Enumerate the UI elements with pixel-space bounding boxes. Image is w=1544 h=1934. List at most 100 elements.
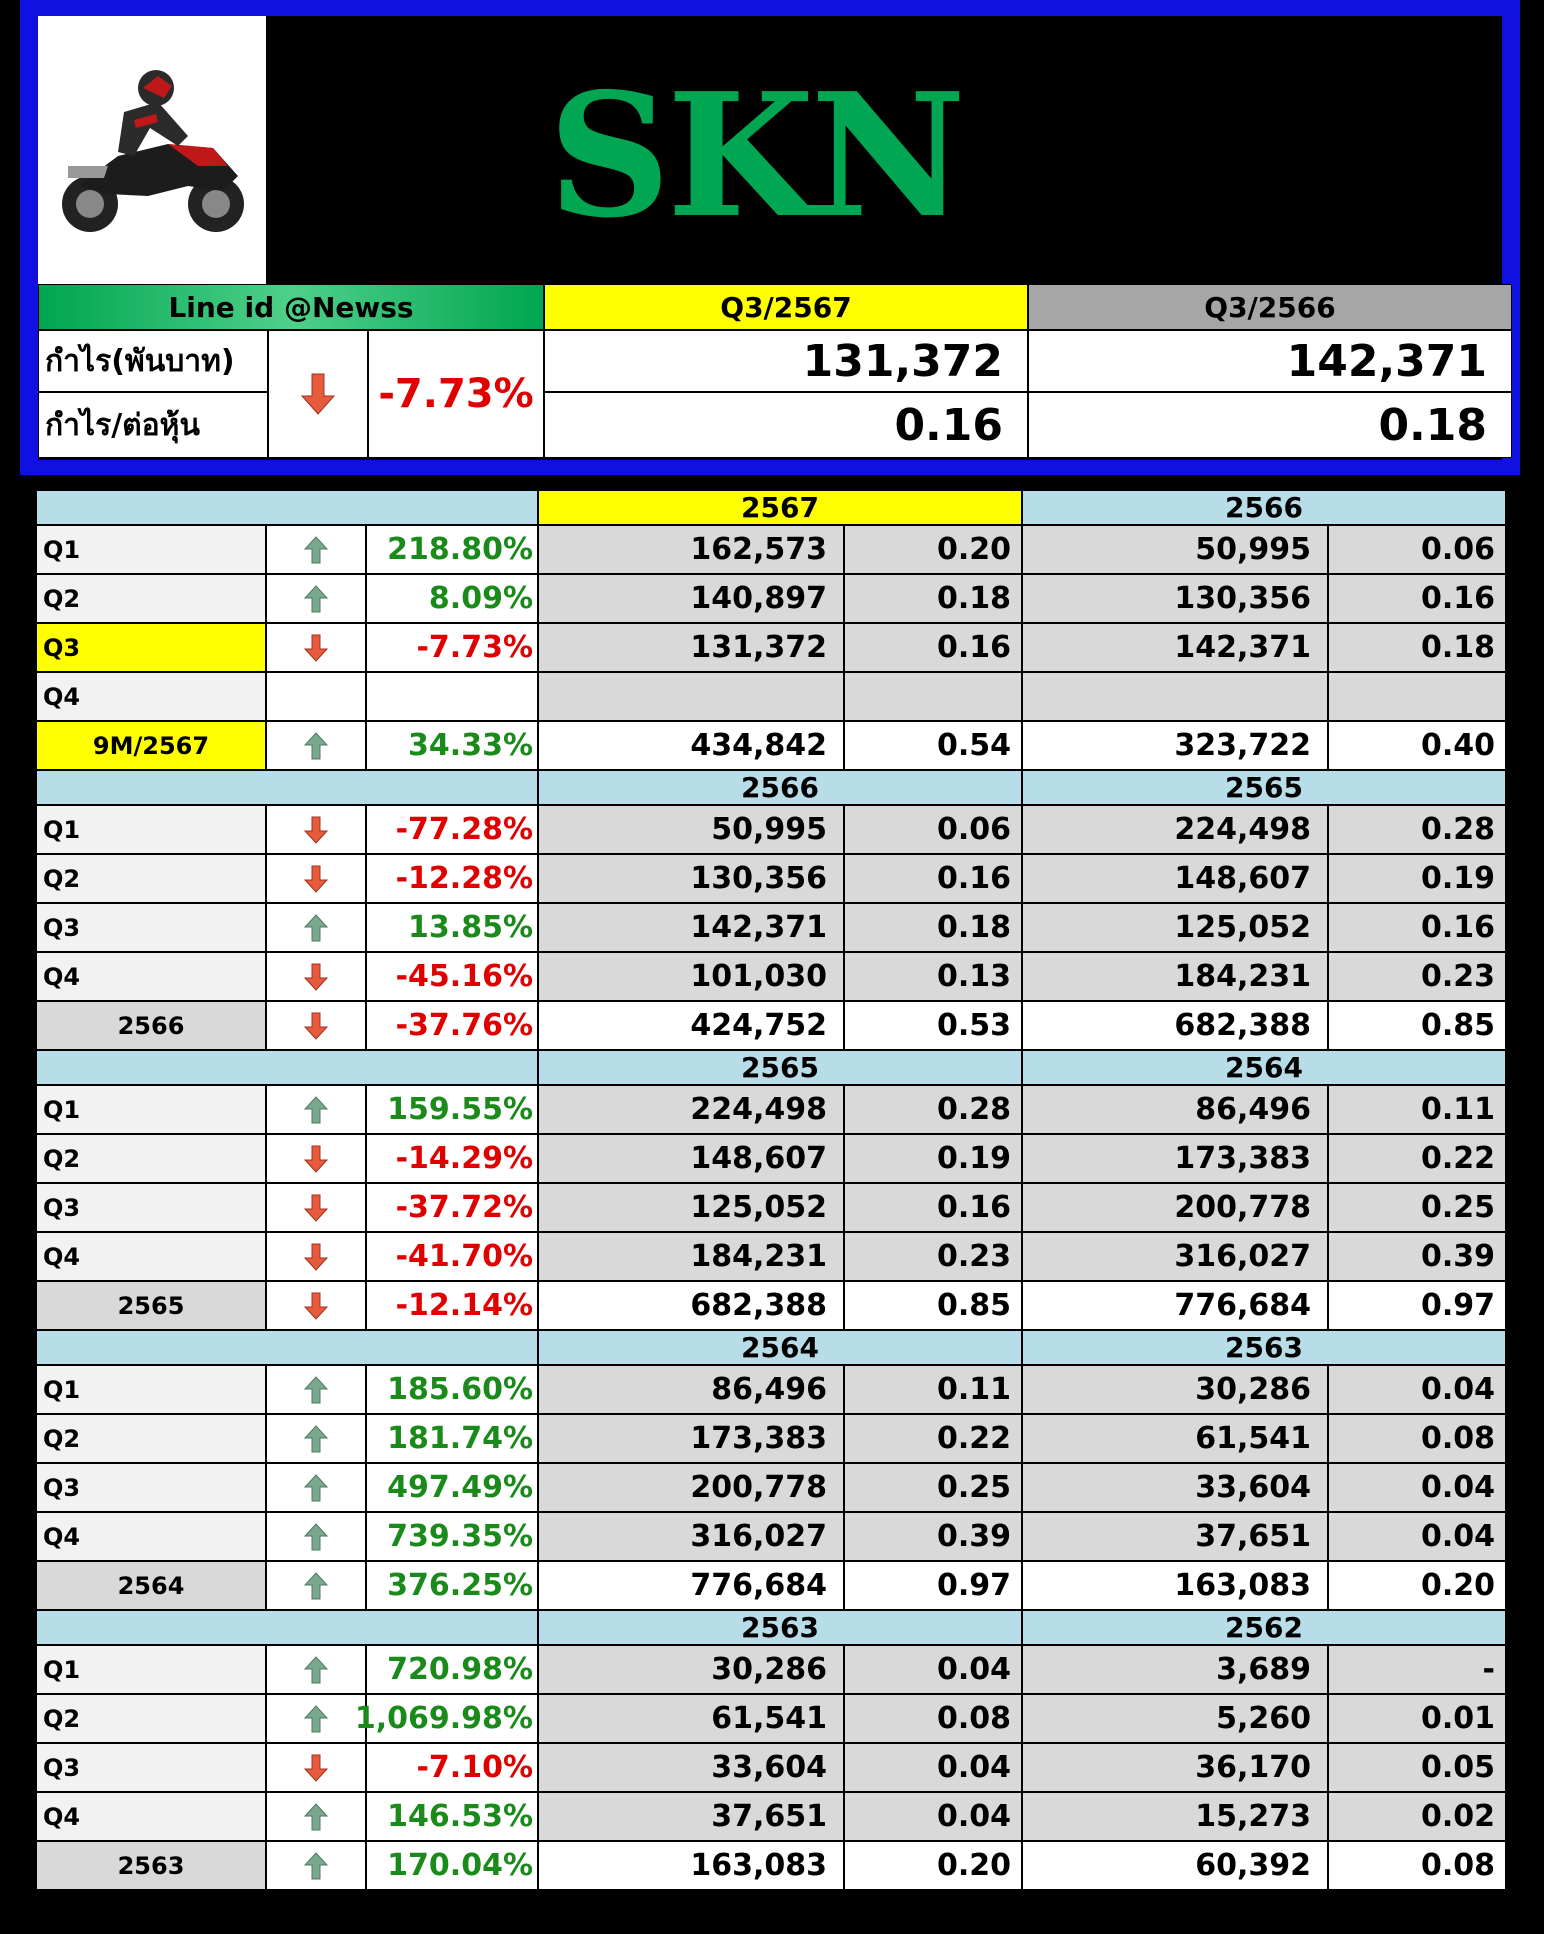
profit-current-year: 61,541 [538,1694,844,1743]
eps-current-year: 0.22 [844,1414,1022,1463]
trend-arrow [266,903,366,952]
table-row: Q3 -7.10% 33,604 0.04 36,170 0.05 [36,1743,1506,1792]
profit-previous-year: 15,273 [1022,1792,1328,1841]
eps-previous-year [1328,672,1506,721]
profit-current: 131,372 [544,330,1028,392]
row-label: Q1 [36,805,266,854]
profit-previous-year: 60,392 [1022,1841,1328,1890]
eps-previous-year: 0.08 [1328,1841,1506,1890]
row-label: Q3 [36,1183,266,1232]
header-values-block: กำไร(พันบาท) กำไร/ต่อหุ้น -7.73% 131,372… [38,330,1512,458]
table-row: Q2 1,069.98% 61,541 0.08 5,260 0.01 [36,1694,1506,1743]
profit-previous-year: 682,388 [1022,1001,1328,1050]
table-row: Q4 -45.16% 101,030 0.13 184,231 0.23 [36,952,1506,1001]
arrow-up-icon [303,1655,329,1683]
profit-current-year: 184,231 [538,1232,844,1281]
eps-previous-year: 0.22 [1328,1134,1506,1183]
trend-arrow [266,1561,366,1610]
table-row: Q3 497.49% 200,778 0.25 33,604 0.04 [36,1463,1506,1512]
arrow-down-icon [303,1754,329,1782]
eps-previous-year: 0.85 [1328,1001,1506,1050]
header-frame: SKN Line id @Newss Q3/2567 Q3/2566 กำไร(… [20,0,1520,475]
section-header-blank [36,1050,538,1085]
row-label: Q1 [36,1645,266,1694]
arrow-down-icon [303,634,329,662]
profit-current-year: 33,604 [538,1743,844,1792]
row-label: 2566 [36,1001,266,1050]
section-header: 2564 2563 [36,1330,1506,1365]
trend-arrow [266,1134,366,1183]
table-row: Q1 218.80% 162,573 0.20 50,995 0.06 [36,525,1506,574]
table-total-row: 9M/2567 34.33% 434,842 0.54 323,722 0.40 [36,721,1506,770]
table-row: Q2 -12.28% 130,356 0.16 148,607 0.19 [36,854,1506,903]
arrow-up-icon [303,1571,329,1599]
trend-arrow [266,1001,366,1050]
change-percent: 185.60% [366,1365,538,1414]
change-percent: -12.28% [366,854,538,903]
motorcycle-logo [38,16,266,284]
eps-current-year: 0.16 [844,623,1022,672]
section-year-previous: 2564 [1022,1050,1506,1085]
profit-current-year: 776,684 [538,1561,844,1610]
row-label: Q3 [36,623,266,672]
profit-previous-year: 173,383 [1022,1134,1328,1183]
eps-current-year: 0.08 [844,1694,1022,1743]
arrow-down-icon [303,1145,329,1173]
eps-current-year: 0.16 [844,854,1022,903]
row-label: 2564 [36,1561,266,1610]
row-label: Q2 [36,854,266,903]
profit-previous-year: 316,027 [1022,1232,1328,1281]
profit-previous-year: 184,231 [1022,952,1328,1001]
row-label: 2565 [36,1281,266,1330]
profit-current-year: 140,897 [538,574,844,623]
eps-current-year [844,672,1022,721]
profit-current-year: 434,842 [538,721,844,770]
change-percent: 13.85% [366,903,538,952]
eps-current-year: 0.18 [844,574,1022,623]
eps-current-year: 0.16 [844,1183,1022,1232]
profit-previous-year: 3,689 [1022,1645,1328,1694]
eps-previous-year: 0.01 [1328,1694,1506,1743]
table-total-row: 2563 170.04% 163,083 0.20 60,392 0.08 [36,1841,1506,1890]
eps-previous-year: 0.06 [1328,525,1506,574]
eps-current-year: 0.97 [844,1561,1022,1610]
eps-current-year: 0.53 [844,1001,1022,1050]
eps-previous: 0.18 [1028,392,1512,458]
section-header-blank [36,490,538,525]
table-row: Q1 -77.28% 50,995 0.06 224,498 0.28 [36,805,1506,854]
table-row: Q3 -7.73% 131,372 0.16 142,371 0.18 [36,623,1506,672]
trend-arrow [266,1365,366,1414]
change-percent: -41.70% [366,1232,538,1281]
eps-previous-year: 0.08 [1328,1414,1506,1463]
profit-previous-year: 86,496 [1022,1085,1328,1134]
section-header: 2565 2564 [36,1050,1506,1085]
trend-arrow [266,1694,366,1743]
profit-previous-year: 148,607 [1022,854,1328,903]
eps-previous-year: 0.11 [1328,1085,1506,1134]
eps-current-year: 0.54 [844,721,1022,770]
eps-current-year: 0.04 [844,1743,1022,1792]
trend-arrow [266,805,366,854]
eps-current-year: 0.19 [844,1134,1022,1183]
eps-previous-year: 0.28 [1328,805,1506,854]
change-percent: 146.53% [366,1792,538,1841]
eps-previous-year: 0.25 [1328,1183,1506,1232]
table-row: Q2 -14.29% 148,607 0.19 173,383 0.22 [36,1134,1506,1183]
section-header: 2566 2565 [36,770,1506,805]
eps-previous-year: 0.04 [1328,1463,1506,1512]
change-percent: 170.04% [366,1841,538,1890]
eps-current-year: 0.04 [844,1792,1022,1841]
profit-current-year: 173,383 [538,1414,844,1463]
profit-label: กำไร(พันบาท) [38,330,268,392]
eps-previous-year: 0.20 [1328,1561,1506,1610]
change-percent: 159.55% [366,1085,538,1134]
arrow-up-icon [303,584,329,612]
change-percent: -14.29% [366,1134,538,1183]
table-row: Q3 -37.72% 125,052 0.16 200,778 0.25 [36,1183,1506,1232]
arrow-down-icon [303,1194,329,1222]
eps-current-year: 0.20 [844,1841,1022,1890]
header-caption-row: Line id @Newss Q3/2567 Q3/2566 [38,284,1512,330]
table-row: Q4 -41.70% 184,231 0.23 316,027 0.39 [36,1232,1506,1281]
arrow-up-icon [303,1522,329,1550]
profit-current-year: 131,372 [538,623,844,672]
